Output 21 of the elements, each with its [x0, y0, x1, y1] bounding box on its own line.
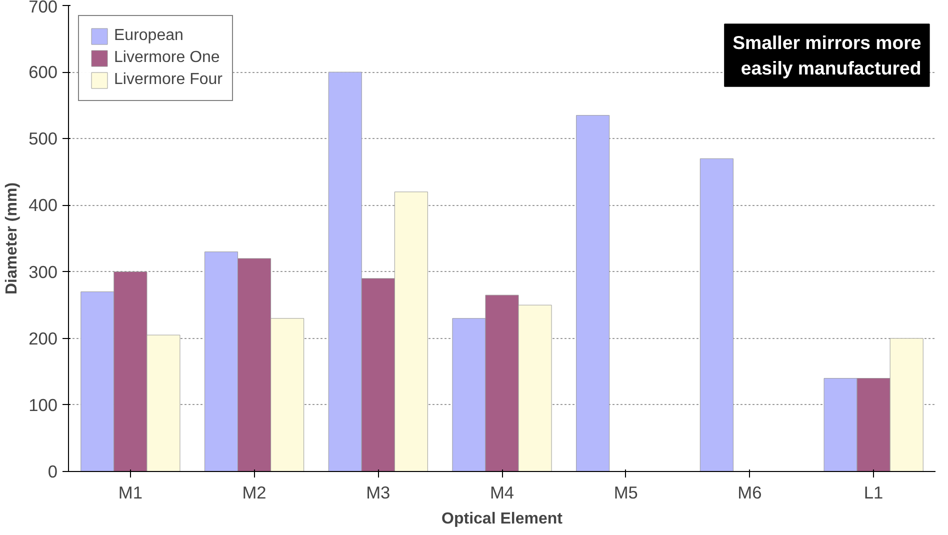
y-tick-label: 0: [48, 462, 58, 482]
y-tick-label: 100: [28, 394, 58, 415]
y-tick-label: 600: [28, 62, 58, 82]
x-tick-label: M6: [738, 482, 762, 502]
y-tick-label: 200: [28, 328, 58, 348]
legend-label: Livermore One: [114, 49, 220, 67]
x-tick-label: M1: [118, 482, 142, 502]
y-tick-label: 700: [28, 0, 58, 16]
x-axis-title: Optical Element: [442, 510, 564, 528]
y-tick-label: 300: [28, 262, 58, 282]
x-tick-label: M5: [614, 482, 638, 502]
y-tick-label: 400: [28, 195, 58, 216]
x-tick-label: M3: [366, 482, 390, 502]
legend-label: European: [114, 27, 184, 45]
x-tick-label: M4: [490, 482, 514, 502]
x-tick-label: L1: [864, 482, 884, 502]
y-tick-label: 500: [28, 128, 58, 149]
legend-label: Livermore Four: [114, 71, 222, 89]
x-tick-label: M2: [242, 482, 266, 502]
annotation: Smaller mirrors more easily manufactured: [732, 32, 922, 78]
y-axis-title: Diameter (mm): [4, 182, 21, 295]
